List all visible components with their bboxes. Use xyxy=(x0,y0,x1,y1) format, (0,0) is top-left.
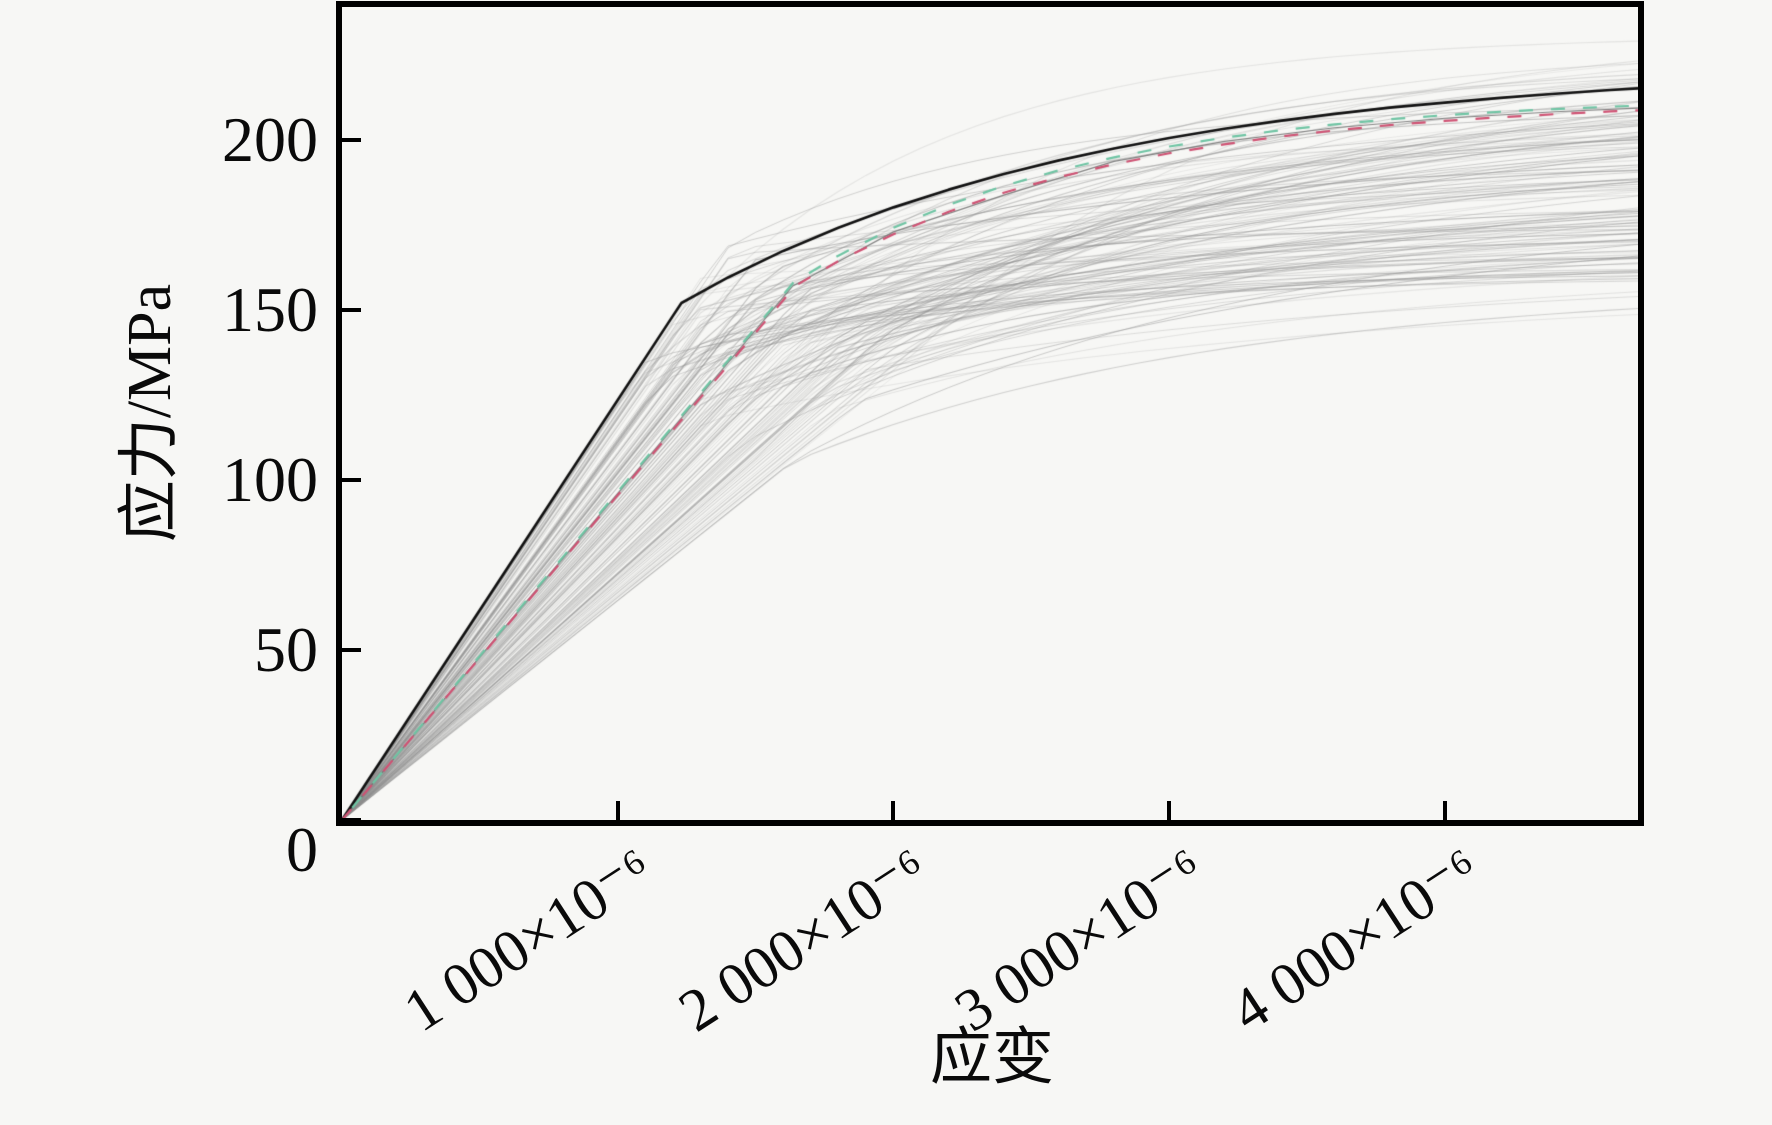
y-axis-tick xyxy=(342,647,361,652)
y-axis-tick xyxy=(342,137,361,142)
x-axis-tick xyxy=(1442,801,1447,820)
y-tick-label: 150 xyxy=(222,273,318,345)
y-axis-tick xyxy=(342,477,361,482)
y-tick-label: 0 xyxy=(286,814,318,885)
y-tick-label: 50 xyxy=(254,613,318,685)
plot-canvas xyxy=(342,7,1638,820)
y-tick-label: 200 xyxy=(222,103,318,175)
y-tick-label: 100 xyxy=(222,443,318,515)
x-axis-tick xyxy=(891,801,896,820)
y-axis-tick xyxy=(342,818,361,822)
x-axis-title: 应变 xyxy=(929,1024,1055,1092)
x-axis-tick xyxy=(1167,801,1172,820)
x-axis-tick xyxy=(615,801,620,820)
y-axis-tick xyxy=(342,307,361,312)
plot-area xyxy=(336,1,1644,826)
